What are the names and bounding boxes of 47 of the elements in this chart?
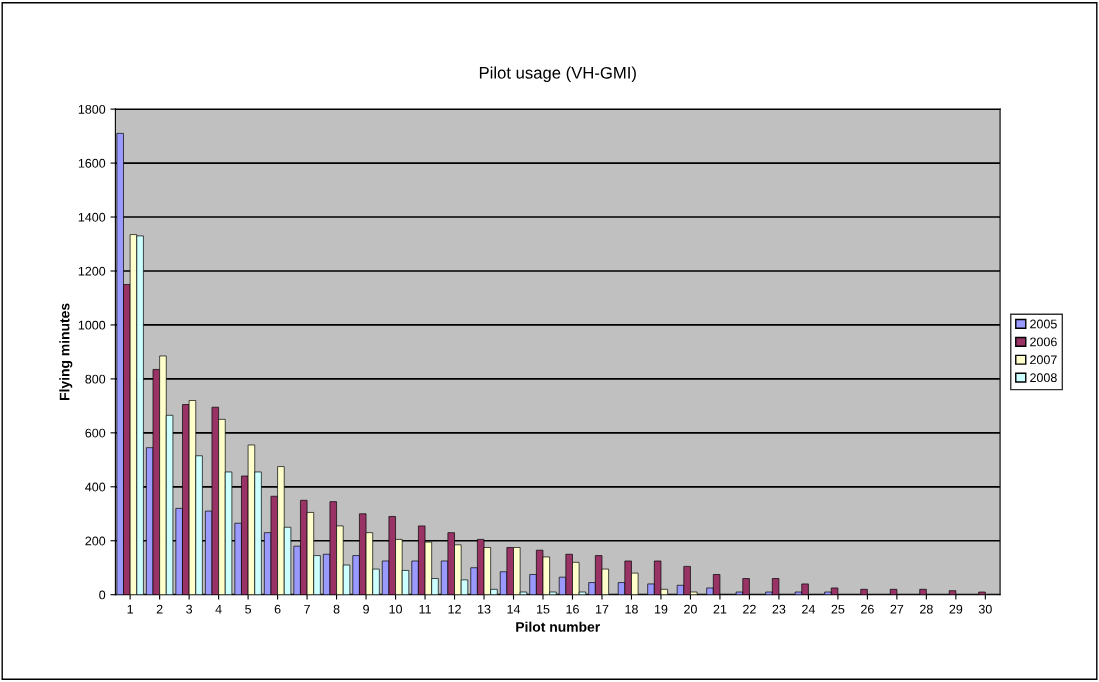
y-tick-label: 1400: [78, 212, 106, 222]
x-tick-label: 15: [537, 604, 550, 614]
x-tick-label: 11: [419, 604, 431, 614]
x-tick-label: 9: [363, 604, 369, 614]
legend-label: 2006: [1030, 337, 1057, 347]
x-tick-label: 16: [566, 604, 579, 614]
x-tick-label: 8: [333, 604, 340, 614]
y-axis-title: Flying minutes: [59, 303, 73, 400]
legend-label: 2008: [1030, 373, 1057, 383]
y-tick-label: 200: [85, 536, 106, 546]
legend-label: 2005: [1030, 319, 1057, 329]
y-tick-label: 1800: [78, 104, 106, 114]
x-tick-label: 29: [949, 604, 963, 614]
x-tick-label: 3: [186, 604, 193, 614]
x-tick-label: 20: [684, 604, 697, 614]
x-tick-label: 18: [625, 604, 638, 614]
x-tick-label: 28: [920, 604, 933, 614]
x-tick-label: 14: [507, 604, 521, 614]
x-tick-label: 6: [274, 604, 281, 614]
y-tick-label: 1000: [78, 320, 106, 330]
x-tick-label: 27: [890, 604, 904, 614]
x-tick-label: 30: [978, 604, 992, 614]
x-tick-label: 21: [713, 604, 727, 614]
x-tick-label: 23: [772, 604, 786, 614]
x-tick-label: 26: [861, 604, 874, 614]
y-tick-label: 1200: [78, 266, 106, 276]
x-tick-label: 13: [478, 604, 491, 614]
legend-label: 2007: [1030, 355, 1057, 365]
x-tick-label: 1: [127, 604, 134, 614]
x-tick-label: 22: [743, 604, 756, 614]
y-tick-label: 800: [85, 374, 106, 384]
x-tick-label: 10: [389, 604, 403, 614]
y-tick-label: 600: [85, 428, 106, 438]
x-tick-label: 5: [245, 604, 252, 614]
x-tick-label: 4: [215, 604, 222, 614]
x-tick-label: 19: [654, 604, 668, 614]
x-tick-label: 7: [304, 604, 310, 614]
x-axis-title: Pilot number: [516, 621, 600, 632]
x-tick-label: 24: [802, 604, 815, 614]
x-tick-label: 25: [831, 604, 845, 614]
x-tick-label: 12: [448, 604, 461, 614]
chart-title: Pilot usage (VH-GMI): [479, 66, 636, 83]
x-tick-label: 17: [595, 604, 609, 614]
y-tick-label: 1600: [78, 158, 106, 168]
y-tick-label: 400: [85, 482, 106, 492]
x-tick-label: 2: [156, 604, 163, 614]
y-tick-label: 0: [99, 590, 106, 600]
